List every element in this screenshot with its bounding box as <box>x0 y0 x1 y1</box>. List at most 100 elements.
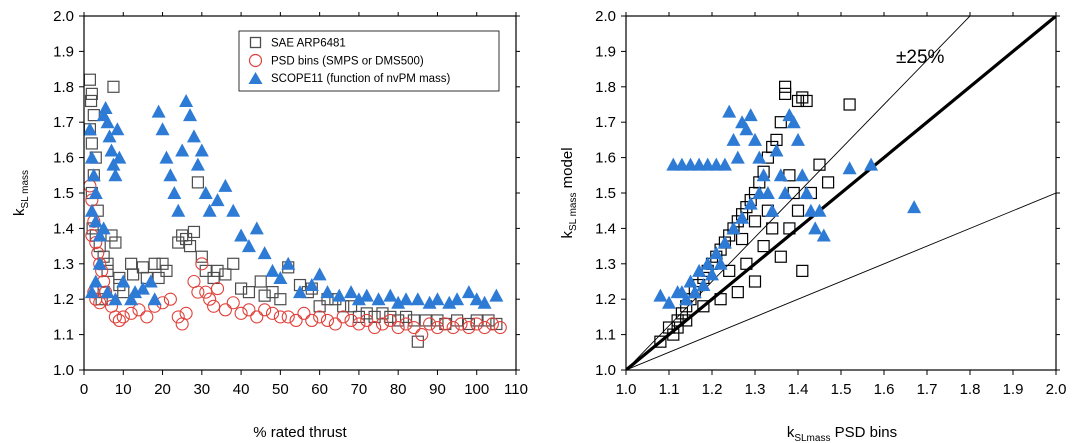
left-y-tick-label: 2.0 <box>53 8 74 25</box>
left-point-psd-bins-smps-or-dms500 <box>242 303 256 317</box>
left-point-sae-arp6481 <box>109 236 122 249</box>
left-y-tick-label: 1.7 <box>53 114 74 131</box>
left-point-sae-arp6481 <box>266 286 279 299</box>
left-chart: 0 10 20 30 40 50 60 70 80 90 100 110 1.0 1.1 1.2 1.3 1.4… <box>11 8 528 441</box>
left-point-sae-arp6481 <box>274 293 287 306</box>
left-point-scope11-function-of-nvpm-mass <box>84 285 99 299</box>
right-y-tick-label: 1.8 <box>595 79 616 96</box>
right-point-sae-arp6481 <box>654 335 667 348</box>
left-point-scope11-function-of-nvpm-mass <box>281 256 296 270</box>
left-point-scope11-function-of-nvpm-mass <box>344 285 359 299</box>
right-point-sae-arp6481 <box>774 116 787 129</box>
left-point-psd-bins-smps-or-dms500 <box>478 320 492 335</box>
left-point-sae-arp6481 <box>105 229 118 242</box>
left-point-sae-arp6481 <box>392 314 405 327</box>
left-point-scope11-function-of-nvpm-mass <box>102 129 117 143</box>
right-x-axis-title: kSLmass PSD bins <box>787 424 897 443</box>
right-point-scope11-function-of-nvpm-mass <box>717 235 732 249</box>
legend-marker-scope-triangle <box>248 72 263 84</box>
left-point-scope11-function-of-nvpm-mass <box>218 178 233 192</box>
left-point-sae-arp6481 <box>219 268 232 281</box>
left-point-sae-arp6481 <box>490 317 503 331</box>
right-x-tick-label: 1.2 <box>702 381 723 398</box>
left-point-psd-bins-smps-or-dms500 <box>112 313 126 327</box>
left-point-sae-arp6481 <box>360 307 373 320</box>
right-plot-area <box>626 16 1056 370</box>
right-x-tick-label: 1.7 <box>917 381 938 398</box>
right-y-tick-label: 1.3 <box>595 256 616 273</box>
right-point-scope11-function-of-nvpm-mass <box>748 132 762 146</box>
left-legend: SAE ARP6481 PSD bins (SMPS or DMS500) SC… <box>238 30 500 92</box>
right-point-sae-arp6481 <box>821 176 835 189</box>
right-point-sae-arp6481 <box>766 222 779 235</box>
right-point-scope11-function-of-nvpm-mass <box>752 150 767 164</box>
right-point-scope11-function-of-nvpm-mass <box>842 161 857 175</box>
left-point-sae-arp6481 <box>419 314 432 327</box>
left-point-psd-bins-smps-or-dms500 <box>91 246 105 260</box>
left-point-sae-arp6481 <box>107 80 120 93</box>
right-point-scope11-function-of-nvpm-mass <box>816 228 831 242</box>
left-point-psd-bins-smps-or-dms500 <box>234 306 248 320</box>
left-point-scope11-function-of-nvpm-mass <box>135 281 150 295</box>
left-point-psd-bins-smps-or-dms500 <box>383 313 397 327</box>
left-point-sae-arp6481 <box>191 176 204 189</box>
right-point-scope11-function-of-nvpm-mass <box>679 292 694 306</box>
left-x-axis-title: % rated thrust <box>253 424 347 441</box>
right-x-axis-title-main: k <box>787 424 795 441</box>
left-x-tick-label: 40 <box>233 381 250 398</box>
left-point-psd-bins-smps-or-dms500 <box>454 317 468 331</box>
right-point-scope11-function-of-nvpm-mass <box>700 256 715 270</box>
left-y-tick-label: 1.2 <box>53 291 74 308</box>
left-point-scope11-function-of-nvpm-mass <box>210 193 225 207</box>
right-y-tick-label: 1.0 <box>595 362 616 379</box>
left-point-scope11-function-of-nvpm-mass <box>100 115 115 129</box>
left-point-scope11-function-of-nvpm-mass <box>92 256 107 270</box>
left-point-sae-arp6481 <box>180 232 193 246</box>
right-y-tick-label: 1.9 <box>595 43 616 60</box>
left-point-scope11-function-of-nvpm-mass <box>110 122 125 136</box>
left-point-scope11-function-of-nvpm-mass <box>442 295 457 309</box>
right-point-scope11-function-of-nvpm-mass <box>705 267 719 281</box>
left-point-psd-bins-smps-or-dms500 <box>93 296 107 310</box>
left-point-psd-bins-smps-or-dms500 <box>352 317 366 331</box>
right-point-sae-arp6481 <box>714 293 727 306</box>
left-point-sae-arp6481 <box>199 264 212 277</box>
left-x-tick-label: 0 <box>80 381 88 398</box>
left-point-scope11-function-of-nvpm-mass <box>84 150 99 164</box>
left-point-psd-bins-smps-or-dms500 <box>207 299 221 313</box>
left-point-scope11-function-of-nvpm-mass <box>104 143 119 157</box>
left-point-scope11-function-of-nvpm-mass <box>273 270 288 284</box>
left-point-sae-arp6481 <box>352 310 366 323</box>
left-point-scope11-function-of-nvpm-mass <box>312 267 327 281</box>
right-point-scope11-function-of-nvpm-mass <box>773 168 788 182</box>
legend-label-psd: PSD bins (SMPS or DMS500) <box>271 56 424 68</box>
right-point-scope11-function-of-nvpm-mass <box>743 196 758 210</box>
right-point-scope11-function-of-nvpm-mass <box>713 256 728 270</box>
right-point-sae-arp6481 <box>671 314 684 327</box>
left-point-sae-arp6481 <box>176 229 189 242</box>
left-y-tick-label: 1.1 <box>53 327 74 344</box>
right-point-sae-arp6481 <box>731 286 744 299</box>
left-y-tick-label: 1.3 <box>53 256 74 273</box>
left-axes: 0 10 20 30 40 50 60 70 80 90 100 110 1.0 1.1 1.2 1.3 1.4… <box>53 8 528 398</box>
left-point-psd-bins-smps-or-dms500 <box>493 320 507 335</box>
left-x-tick-label: 80 <box>390 381 407 398</box>
left-point-scope11-function-of-nvpm-mass <box>332 288 347 302</box>
left-point-psd-bins-smps-or-dms500 <box>226 296 240 310</box>
right-x-axis-title-sub: SLmass <box>794 433 830 443</box>
right-x-tick-label: 1.8 <box>960 381 981 398</box>
right-point-sae-arp6481 <box>748 275 762 288</box>
left-point-psd-bins-smps-or-dms500 <box>375 317 390 331</box>
left-point-sae-arp6481 <box>450 314 464 327</box>
left-x-tick-label: 20 <box>154 381 171 398</box>
left-point-psd-bins-smps-or-dms500 <box>179 306 193 320</box>
right-x-tick-label: 1.0 <box>616 381 637 398</box>
right-point-scope11-function-of-nvpm-mass <box>778 186 793 199</box>
left-point-sae-arp6481 <box>254 275 267 288</box>
right-point-scope11-function-of-nvpm-mass <box>696 278 711 292</box>
left-point-scope11-function-of-nvpm-mass <box>249 221 264 235</box>
left-point-scope11-function-of-nvpm-mass <box>88 214 103 228</box>
left-point-scope11-function-of-nvpm-mass <box>257 246 272 260</box>
right-y-tick-label: 2.0 <box>595 8 616 25</box>
